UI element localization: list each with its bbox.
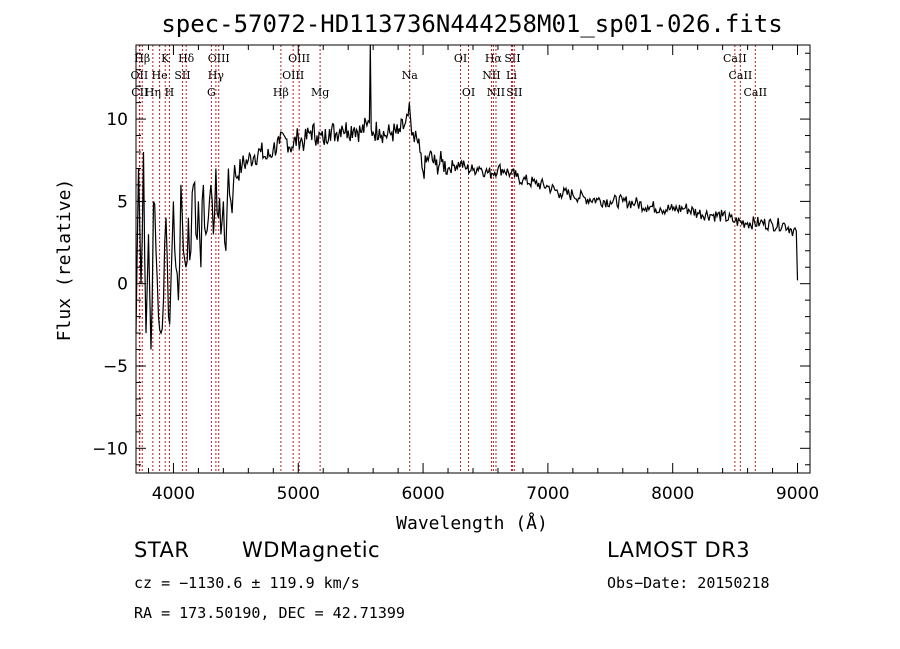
line-marker-label-15: Mg (311, 86, 329, 99)
object-class: STAR (134, 538, 190, 562)
observation-date: Obs−Date: 20150218 (607, 574, 770, 592)
line-marker-label-16: Na (402, 69, 419, 82)
line-marker-label-0: Hβ (134, 52, 150, 65)
line-marker-label-21: NII (482, 69, 500, 82)
chart-title: spec-57072-HD113736N444258M01_sp01-026.f… (161, 10, 782, 38)
line-marker-label-2: CII (131, 86, 148, 99)
line-marker-label-24: SII (506, 86, 522, 99)
x-tick-label-2: 6000 (401, 484, 444, 504)
line-marker-label-6: Hη (145, 86, 161, 99)
plot-frame (135, 44, 811, 474)
line-marker-label-26: CaII (729, 69, 753, 82)
x-tick-label-0: 4000 (152, 484, 195, 504)
ra-dec-coordinates: RA = 173.50190, DEC = 42.71399 (134, 604, 405, 622)
x-tick-label-5: 9000 (776, 484, 819, 504)
object-subclass: WDMagnetic (242, 538, 381, 562)
y-tick-label-2: 0 (117, 275, 128, 295)
x-axis-label: Wavelength (Å) (396, 512, 548, 534)
line-marker-label-20: SII (504, 52, 520, 65)
y-tick-label-4: 10 (106, 110, 128, 130)
line-markers: Hβ OII CII K Hδ He Hη H SII OIII Hγ G OIII OIII Hβ Mg Na… (131, 45, 767, 473)
x-tick-label-3: 7000 (526, 484, 569, 504)
survey-name: LAMOST DR3 (607, 538, 751, 562)
line-marker-label-11: G (207, 86, 216, 99)
line-marker-label-14: Hβ (273, 86, 289, 99)
line-marker-label-7: H (165, 86, 175, 99)
line-marker-label-3: K (161, 52, 170, 65)
line-marker-label-1: OII (131, 69, 149, 82)
spectrum-series-line (135, 44, 799, 350)
line-marker-label-10: Hγ (208, 69, 225, 82)
x-tick-label-1: 5000 (277, 484, 320, 504)
line-marker-label-22: Li (506, 69, 517, 82)
y-axis-label: Flux (relative) (54, 179, 75, 342)
line-marker-label-12: OIII (288, 52, 310, 65)
line-marker-label-19: Hα (485, 52, 503, 65)
x-tick-label-4: 8000 (651, 484, 694, 504)
line-marker-label-8: SII (174, 69, 190, 82)
line-marker-label-18: OI (462, 86, 475, 99)
y-tick-label-3: 5 (117, 192, 128, 212)
line-marker-label-17: OI (454, 52, 467, 65)
y-tick-label-0: −10 (92, 439, 128, 459)
line-marker-label-27: CaII (743, 86, 767, 99)
line-marker-label-13: OIII (282, 69, 304, 82)
redshift-cz: cz = −1130.6 ± 119.9 km/s (134, 574, 360, 592)
line-marker-label-23: NII (487, 86, 505, 99)
y-tick-label-1: −5 (103, 357, 128, 377)
line-marker-label-5: He (152, 69, 168, 82)
line-marker-label-9: OIII (208, 52, 230, 65)
axes: 4000 5000 6000 7000 8000 9000 −10 −5 0 5 10 (92, 45, 819, 504)
line-marker-label-25: CaII (723, 52, 747, 65)
line-marker-label-4: Hδ (178, 52, 195, 65)
